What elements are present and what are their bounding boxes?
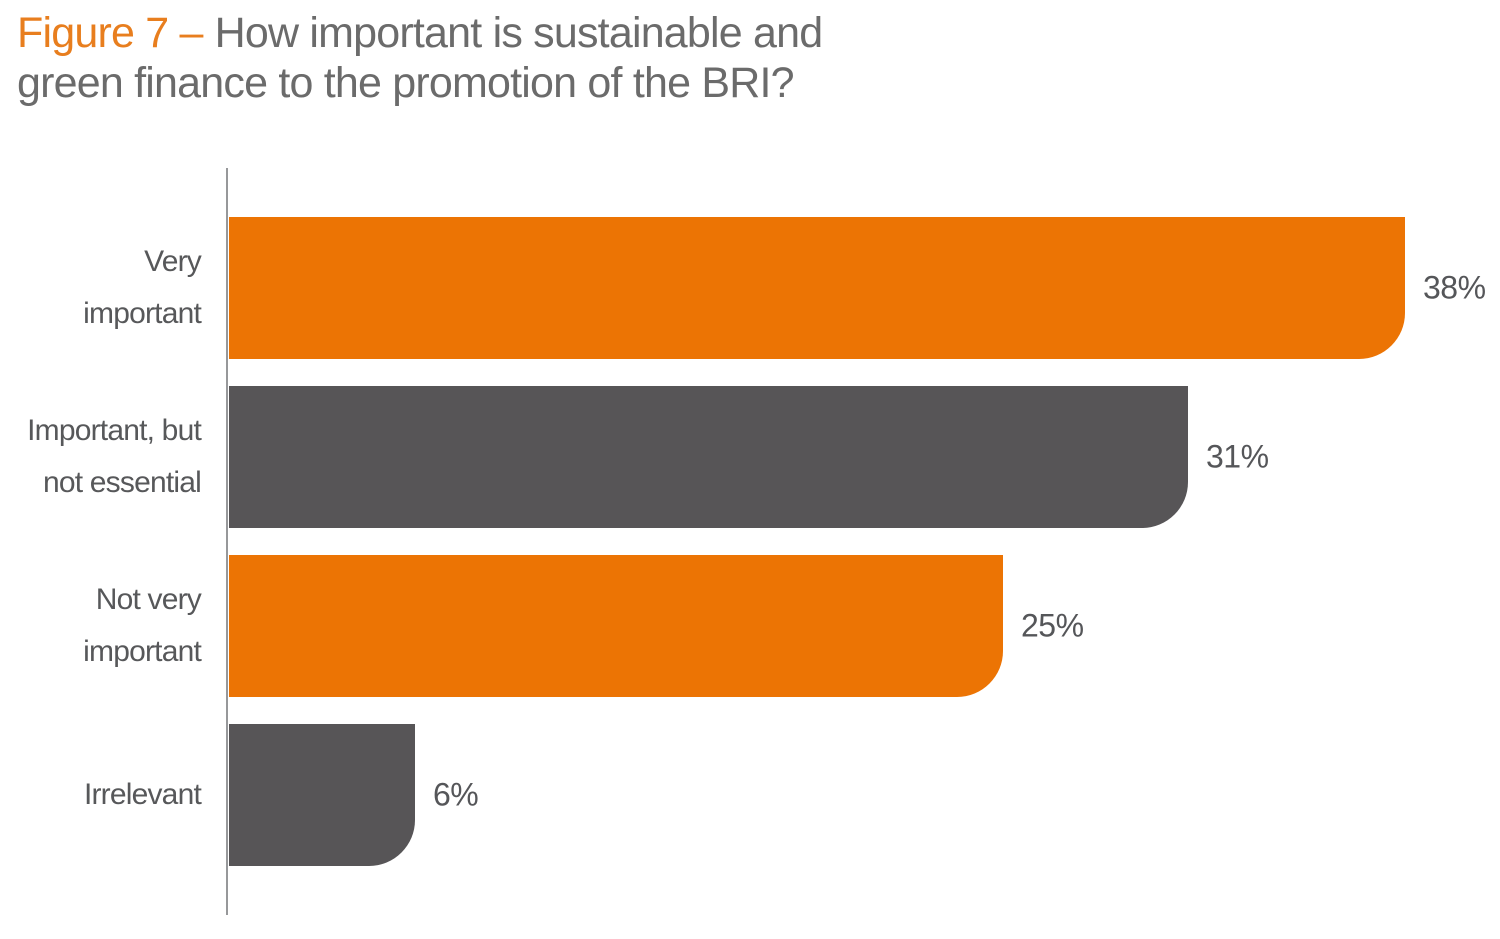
bar-value-label: 6% <box>433 776 479 813</box>
category-label-line: Very <box>144 245 202 278</box>
category-label: Very important <box>0 217 214 359</box>
category-label: Important, but not essential <box>0 386 214 528</box>
bar-value-label: 38% <box>1423 269 1486 306</box>
figure-number-label: Figure 7 – <box>17 9 203 57</box>
category-label-line: important <box>83 297 202 330</box>
y-axis-line <box>226 168 228 915</box>
bar-row: Not very important 25% <box>0 555 1500 697</box>
bar-track: 25% <box>229 555 1500 697</box>
bar-row: Very important 38% <box>0 217 1500 359</box>
bar-track: 6% <box>229 724 1500 866</box>
bar-row: Important, but not essential 31% <box>0 386 1500 528</box>
category-label-line: Irrelevant <box>83 778 202 811</box>
bar-track: 31% <box>229 386 1500 528</box>
category-label-line: important <box>83 635 202 668</box>
title-line2-text: green finance to the promotion of the BR… <box>17 59 795 107</box>
bar <box>229 724 415 866</box>
bar-row: Irrelevant 6% <box>0 724 1500 866</box>
bar <box>229 555 1003 697</box>
category-label: Irrelevant <box>0 724 214 866</box>
chart-title-line1: Figure 7 – How important is sustainable a… <box>17 8 824 58</box>
bar <box>229 386 1188 528</box>
chart-title: Figure 7 – How important is sustainable a… <box>17 8 824 108</box>
category-label: Not very important <box>0 555 214 697</box>
bar-value-label: 31% <box>1206 438 1269 475</box>
title-line1-text: How important is sustainable and <box>214 9 824 57</box>
bars-container: Very important 38% Important, but not essent… <box>0 217 1500 866</box>
bar-track: 38% <box>229 217 1500 359</box>
category-label-line: not essential <box>42 466 202 499</box>
category-label-line: Not very <box>95 583 202 616</box>
bar <box>229 217 1405 359</box>
bar-value-label: 25% <box>1021 607 1084 644</box>
category-label-line: Important, but <box>27 414 202 447</box>
